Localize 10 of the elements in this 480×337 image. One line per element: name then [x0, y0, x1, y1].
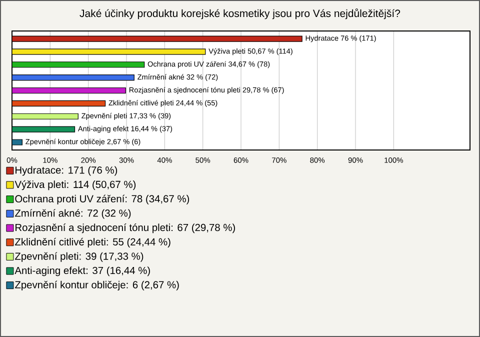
legend-label: Zpevnění kontur obličeje: 6 (2,67 %)	[15, 280, 179, 290]
legend-label: Hydratace: 171 (76 %)	[16, 166, 118, 176]
legend-label: Anti-aging efekt: 37 (16,44 %)	[14, 266, 150, 276]
chart-title: Jaké účinky produktu korejské kosmetiky jsou pro Vás nejdůležitější?	[80, 8, 400, 20]
legend-label: Výživa pleti: 114 (50,67 %)	[14, 180, 136, 190]
legend-label: Zklidnění citlivé pleti: 55 (24,44 %)	[15, 238, 170, 248]
legend-label: Ochrana proti UV záření: 78 (34,67 %)	[15, 194, 190, 204]
legend-label: Rozjasnění a sjednocení tónu pleti: 67 (29,78 %)	[16, 223, 235, 234]
legend-label: Zmírnění akné: 72 (32 %)	[15, 209, 131, 219]
legend-label: Zpevnění pleti: 39 (17,33 %)	[15, 252, 144, 262]
